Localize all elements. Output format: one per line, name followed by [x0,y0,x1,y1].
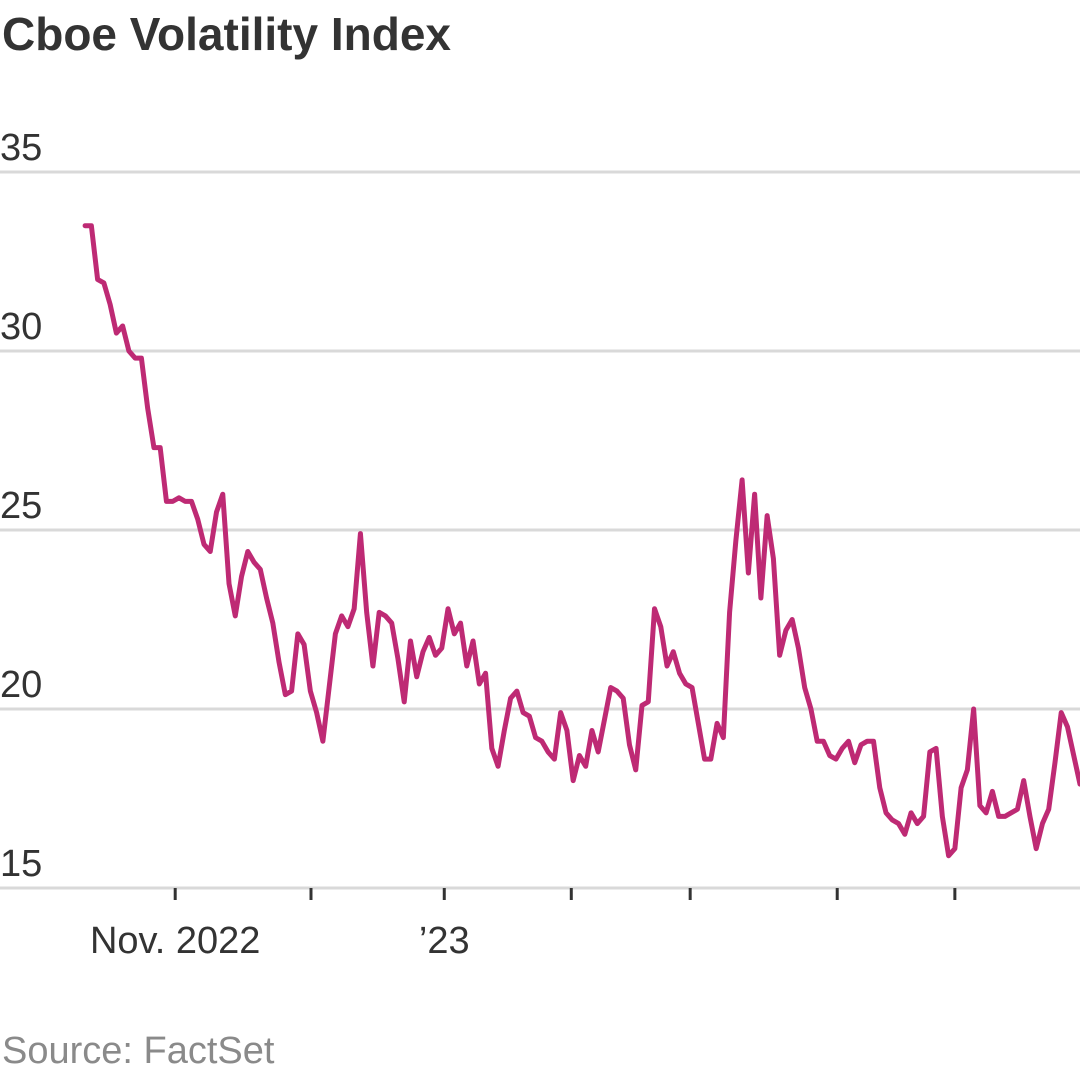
y-tick-label: 20 [0,664,42,706]
chart-title: Cboe Volatility Index [2,8,451,60]
x-tick-label: ’23 [419,920,470,962]
data-line [82,223,1080,859]
y-tick-label: 35 [0,127,42,169]
y-tick-label: 30 [0,306,42,348]
y-tick-label: 25 [0,485,42,527]
x-tick-label: Nov. 2022 [90,920,260,962]
y-tick-label: 15 [0,843,42,885]
source-note: Source: FactSet [2,1030,275,1072]
